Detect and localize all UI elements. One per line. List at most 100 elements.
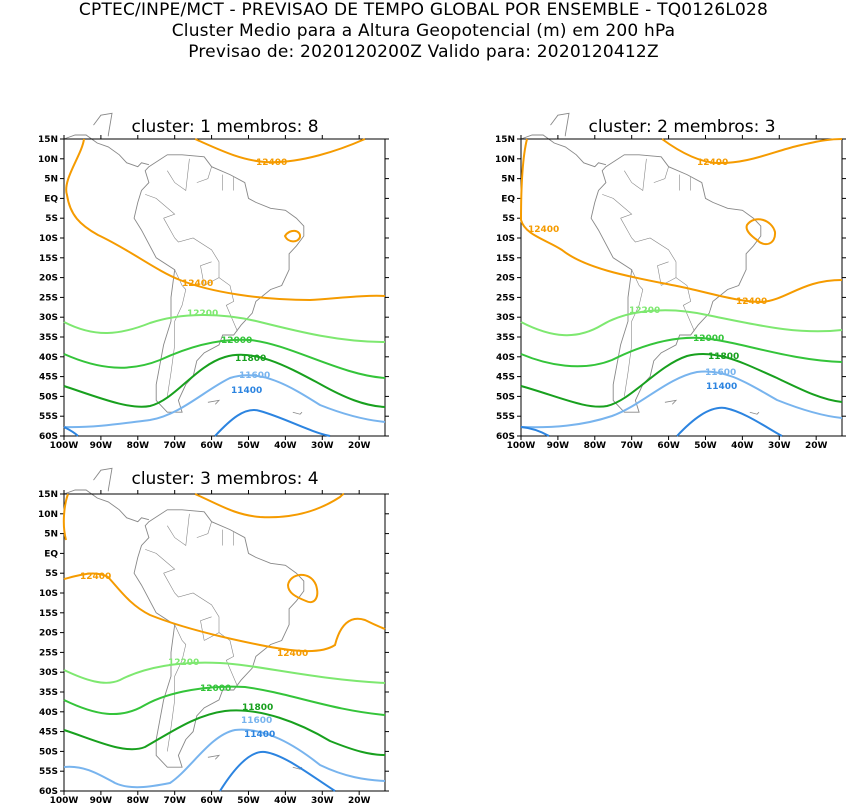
lat-tick-label: 15S	[39, 254, 58, 264]
contour-lines	[62, 493, 386, 792]
header-title-line3: Previsao de: 2020120200Z Valido para: 20…	[188, 42, 659, 62]
lat-tick-label: 30S	[39, 668, 58, 678]
contour-labels: 12400 12400 12200 12000 11800 11600 1140…	[80, 572, 308, 740]
lon-tick-label: 60W	[200, 796, 223, 803]
lon-tick-label: 90W	[90, 796, 113, 803]
lon-tick-label: 90W	[90, 441, 113, 451]
map-panel-cluster-3: cluster: 3 membros: 4 15N 10N 5N EQ 5S 10S 15S…	[38, 467, 389, 803]
lat-tick-label: 10N	[38, 155, 58, 165]
contour-11800	[63, 709, 386, 756]
lat-tick-label: 5N	[44, 530, 58, 540]
lon-tick-label: 30W	[768, 441, 791, 451]
contour-label-12400: 12400	[182, 279, 213, 289]
panel-title: cluster: 3 membros: 4	[131, 469, 318, 489]
lat-tick-label: 15S	[39, 609, 58, 619]
contour-11600	[520, 370, 843, 429]
lat-tick-label: 60S	[39, 432, 58, 442]
lon-tick-label: 40W	[274, 441, 297, 451]
map-frame	[520, 138, 843, 437]
lat-tick-label: 50S	[39, 747, 58, 757]
contour-label-11600: 11600	[239, 371, 270, 381]
contour-label-12400: 12400	[80, 572, 111, 582]
lon-tick-label: 50W	[237, 441, 260, 451]
contour-label-12000: 12000	[693, 334, 724, 344]
contour-12400-loop	[286, 573, 319, 604]
lat-tick-label: EQ	[44, 194, 58, 204]
lon-tick-label: 60W	[200, 441, 223, 451]
contour-12400-north	[519, 138, 843, 304]
contour-11400	[520, 406, 783, 437]
lon-tick-label: 100W	[50, 441, 79, 451]
lon-tick-label: 50W	[237, 796, 260, 803]
lon-tick-label: 50W	[694, 441, 717, 451]
lat-tick-label: 20S	[39, 274, 58, 284]
contour-11800	[63, 353, 386, 408]
contour-12200	[63, 661, 386, 684]
lat-tick-label: 30S	[496, 313, 515, 323]
lat-tick-label: 10S	[39, 589, 58, 599]
lat-tick-label: 5S	[45, 569, 58, 579]
lat-tick-label: 35S	[496, 333, 515, 343]
contour-lines	[519, 138, 843, 437]
map-frame	[63, 493, 386, 792]
lat-tick-label: 45S	[39, 373, 58, 383]
lat-tick-label: 15N	[495, 135, 515, 145]
lat-tick-label: 35S	[39, 688, 58, 698]
lat-tick-label: 60S	[39, 787, 58, 797]
panel-title: cluster: 1 membros: 8	[131, 117, 318, 137]
contour-label-12400: 12400	[697, 158, 728, 168]
lat-tick-label: 10S	[496, 234, 515, 244]
contour-12400-top	[62, 493, 345, 541]
contour-label-11400: 11400	[706, 382, 737, 392]
map-axes: 15N 10N 5N EQ 5S 10S 15S 20S 25S 30S 35S 40S 45S 50S 5…	[38, 112, 389, 451]
lon-tick-label: 70W	[620, 441, 643, 451]
lat-tick-label: EQ	[44, 549, 58, 559]
lon-tick-label: 40W	[274, 796, 297, 803]
contour-12400-north	[65, 138, 386, 302]
contour-label-12400: 12400	[736, 297, 767, 307]
lon-tick-label: 100W	[507, 441, 536, 451]
contour-label-12200: 12200	[629, 306, 660, 316]
contour-12400-north	[63, 572, 386, 653]
map-axes: 15N 10N 5N EQ 5S 10S 15S 20S 25S 30S 35S 40S 45S 50S 5…	[495, 112, 846, 451]
contour-labels: 12400 12400 12200 12000 11800 11600 1140…	[182, 158, 287, 396]
lat-tick-label: 25S	[39, 648, 58, 658]
lat-tick-label: 60S	[496, 432, 515, 442]
lat-tick-label: 40S	[496, 353, 515, 363]
contour-11400	[63, 408, 331, 437]
panel-title: cluster: 2 membros: 3	[588, 117, 775, 137]
contour-label-12200: 12200	[168, 658, 199, 668]
map-axes: 15N 10N 5N EQ 5S 10S 15S 20S 25S 30S 35S 40S 45S 50S 5…	[38, 467, 389, 803]
lon-tick-label: 20W	[805, 441, 828, 451]
coastlines	[63, 112, 305, 415]
contour-12400-top	[661, 138, 843, 165]
lon-tick-label: 100W	[50, 796, 79, 803]
lat-tick-label: 10N	[38, 510, 58, 520]
lon-tick-label: 20W	[348, 796, 371, 803]
contour-11800	[520, 352, 843, 408]
contour-label-11800: 11800	[242, 703, 273, 713]
lon-tick-label: 70W	[163, 441, 186, 451]
contour-12400-loop	[745, 218, 777, 246]
contour-label-12400: 12400	[256, 158, 287, 168]
contour-label-12000: 12000	[200, 684, 231, 694]
lon-tick-label: 20W	[348, 441, 371, 451]
contour-label-11400: 11400	[244, 730, 275, 740]
lat-tick-label: 55S	[496, 412, 515, 422]
contour-label-11600: 11600	[241, 716, 272, 726]
lat-tick-label: 15N	[38, 135, 58, 145]
lat-tick-label: 55S	[39, 767, 58, 777]
lat-tick-label: 5S	[502, 214, 515, 224]
contour-12000	[63, 338, 386, 379]
lat-tick-label: 15S	[496, 254, 515, 264]
lon-tick-label: 70W	[163, 796, 186, 803]
lat-tick-label: EQ	[501, 194, 515, 204]
lat-tick-label: 5N	[44, 175, 58, 185]
lon-tick-label: 60W	[657, 441, 680, 451]
lat-tick-label: 10S	[39, 234, 58, 244]
lat-tick-label: 20S	[39, 629, 58, 639]
lat-tick-label: 20S	[496, 274, 515, 284]
contour-12000	[63, 685, 386, 716]
lon-tick-label: 80W	[127, 796, 150, 803]
lat-tick-label: 40S	[39, 708, 58, 718]
